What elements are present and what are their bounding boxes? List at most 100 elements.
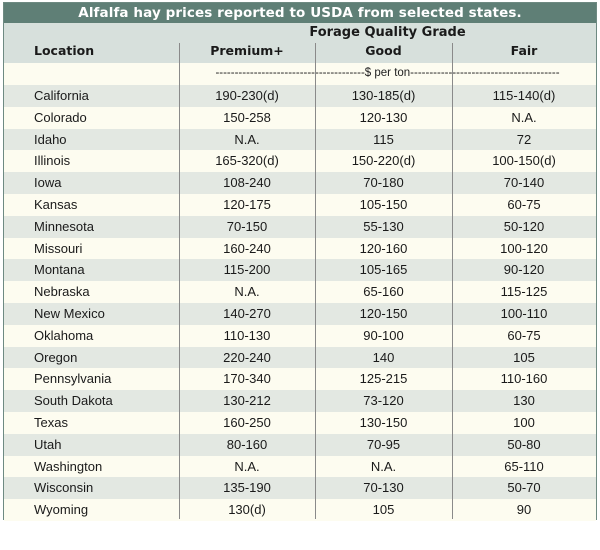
fair-cell: 100-110 (500, 305, 548, 321)
fair-cell: 100-150(d) (492, 153, 556, 169)
fair-cell: 60-75 (507, 327, 541, 343)
good-cell: 120-160 (359, 240, 408, 256)
table-row: New Mexico 140-270 120-150 100-110 (4, 302, 596, 325)
fair-cell: 105 (513, 349, 535, 365)
location-cell: California (34, 88, 89, 103)
column-divider (315, 43, 316, 519)
premium-cell: 110-130 (223, 327, 271, 343)
location-cell: Idaho (34, 131, 67, 147)
premium-cell: 160-250 (223, 414, 271, 430)
fair-cell: 110-160 (500, 371, 548, 387)
premium-cell: 70-150 (226, 218, 268, 234)
table-row: Washington N.A. N.A. 65-110 (4, 455, 596, 478)
table-row: Oregon 220-240 140 105 (4, 346, 596, 369)
location-cell: Washington (34, 458, 103, 474)
location-cell: Kansas (34, 196, 78, 212)
good-cell: 70-180 (363, 175, 404, 191)
good-cell: 90-100 (363, 327, 404, 343)
location-cell: Colorado (34, 109, 87, 125)
good-cell: 70-95 (366, 436, 401, 452)
premium-cell: 135-190 (223, 480, 271, 496)
table-row: Texas 160-250 130-150 100 (4, 411, 596, 434)
good-cell: 130-185(d) (351, 88, 416, 103)
good-cell: 120-150 (359, 305, 408, 321)
table-header: Forage Quality Grade Location Premium+ G… (4, 23, 596, 63)
premium-cell: N.A. (234, 284, 260, 300)
table-row: Oklahoma 110-130 90-100 60-75 (4, 324, 596, 347)
premium-cell: 120-175 (223, 196, 271, 212)
location-cell: Texas (34, 414, 68, 430)
good-cell: 65-160 (363, 284, 404, 300)
units-row: ---------------------------------------$… (4, 63, 596, 85)
premium-cell: 115-200 (223, 262, 271, 278)
premium-cell: 220-240 (223, 349, 271, 365)
premium-cell: 130(d) (228, 502, 266, 518)
table-body: California 190-230(d) 130-185(d) 115-140(d)… (4, 85, 596, 521)
table-row: Wisconsin 135-190 70-130 50-70 (4, 477, 596, 500)
location-cell: Utah (34, 436, 62, 452)
units-label: ---------------------------------------$… (215, 67, 560, 79)
good-cell: 105-150 (359, 196, 408, 212)
good-cell: 140 (372, 349, 395, 365)
good-cell: 105 (372, 502, 395, 518)
premium-column-header: Premium+ (210, 43, 284, 58)
location-cell: South Dakota (34, 393, 113, 409)
location-cell: Oklahoma (34, 327, 94, 343)
fair-cell: 60-75 (507, 196, 541, 212)
location-cell: Nebraska (34, 284, 90, 300)
location-cell: Wisconsin (34, 480, 94, 496)
good-cell: 125-215 (359, 371, 408, 387)
good-column-header: Good (365, 43, 402, 58)
good-cell: 115 (373, 131, 394, 147)
premium-cell: 170-340 (223, 371, 271, 387)
table-row: Wyoming 130(d) 105 90 (4, 499, 596, 521)
premium-cell: 80-160 (226, 436, 268, 452)
good-cell: 130-150 (359, 414, 408, 430)
column-divider (179, 43, 180, 519)
location-cell: Pennsylvania (34, 371, 112, 387)
location-cell: Missouri (34, 240, 83, 256)
premium-cell: 190-230(d) (215, 88, 279, 103)
fair-cell: 115-125 (500, 284, 548, 300)
fair-cell: 65-110 (504, 458, 544, 474)
premium-cell: N.A. (234, 131, 260, 147)
fair-cell: 50-70 (507, 480, 541, 496)
table-row: South Dakota 130-212 73-120 130 (4, 390, 596, 412)
table-title: Alfalfa hay prices reported to USDA from… (4, 3, 596, 23)
table-row: Iowa 108-240 70-180 70-140 (4, 172, 596, 194)
premium-cell: 140-270 (223, 305, 271, 321)
table-row: Colorado 150-258 120-130 N.A. (4, 106, 596, 129)
good-cell: 150-220(d) (351, 153, 416, 169)
table-row: Montana 115-200 105-165 90-120 (4, 259, 596, 282)
fair-cell: 50-80 (507, 436, 541, 452)
fair-cell: 90 (516, 502, 532, 518)
premium-cell: 165-320(d) (215, 153, 279, 169)
table-row: Nebraska N.A. 65-160 115-125 (4, 281, 596, 303)
good-cell: 55-130 (363, 218, 404, 234)
fair-cell: 115-140(d) (492, 88, 556, 103)
good-cell: 120-130 (359, 109, 408, 125)
good-cell: 70-130 (363, 480, 404, 496)
location-cell: New Mexico (34, 305, 105, 321)
good-cell: N.A. (370, 458, 397, 474)
table-row: Missouri 160-240 120-160 100-120 (4, 237, 596, 260)
fair-cell: 130 (513, 393, 535, 409)
table-row: Minnesota 70-150 55-130 50-120 (4, 215, 596, 238)
price-table: Alfalfa hay prices reported to USDA from… (3, 2, 597, 521)
location-cell: Montana (34, 262, 85, 278)
fair-cell: N.A. (511, 109, 537, 125)
table-row: California 190-230(d) 130-185(d) 115-140(d) (4, 85, 596, 107)
location-cell: Minnesota (34, 218, 94, 234)
table-row: Idaho N.A. 115 72 (4, 128, 596, 151)
fair-column-header: Fair (510, 43, 538, 58)
column-divider (452, 43, 453, 519)
table-row: Utah 80-160 70-95 50-80 (4, 433, 596, 456)
premium-cell: 108-240 (223, 175, 271, 191)
fair-cell: 100 (513, 414, 535, 430)
fair-cell: 72 (516, 131, 532, 147)
location-cell: Iowa (34, 175, 62, 191)
table-row: Pennsylvania 170-340 125-215 110-160 (4, 368, 596, 391)
location-column-header: Location (34, 43, 95, 58)
forage-quality-grade-heading: Forage Quality Grade (309, 25, 466, 40)
fair-cell: 90-120 (503, 262, 545, 278)
